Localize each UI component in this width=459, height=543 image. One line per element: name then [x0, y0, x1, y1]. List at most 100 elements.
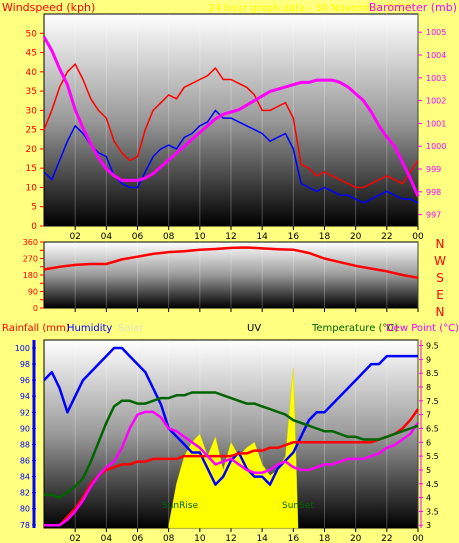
y-humidity-tick-label: 86: [20, 457, 30, 466]
y-humidity-tick-label: 96: [20, 376, 30, 385]
x-tick-label: 20: [350, 232, 362, 242]
series-line-windspeed: [43, 63, 419, 189]
y-humidity-tick-label: 82: [20, 489, 30, 498]
sunset-label: SunSet: [282, 501, 314, 511]
x-tick-label: 10: [194, 232, 206, 242]
y-humidity-tick-label: 90: [20, 424, 30, 433]
y-humidity-tick-label: 92: [20, 408, 30, 417]
x-tick-label: 18: [319, 534, 331, 543]
y-right-tick-label: 1002: [426, 97, 446, 106]
windspeed-axis-title: Windspeed (kph): [2, 1, 95, 14]
y-right-tick-label: 1005: [426, 28, 446, 37]
x-tick-label: 00: [412, 534, 424, 543]
y-dir-tick-label: 90: [28, 288, 38, 297]
direction-label-n: N: [436, 305, 445, 319]
x-tick-label: 22: [381, 232, 392, 242]
x-tick-label: 06: [132, 534, 144, 543]
y-temp-tick-label: 9.5: [426, 342, 439, 351]
y-left-tick-label: 10: [26, 183, 38, 193]
y-right-tick-label: 999: [426, 165, 441, 174]
x-tick-label: 12: [225, 534, 236, 543]
x-tick-label: 10: [194, 534, 206, 543]
x-tick-label: 18: [319, 232, 331, 242]
y-left-tick-label: 45: [26, 49, 37, 59]
dew-point-label: Dew Point (°C): [386, 323, 459, 334]
y-humidity-tick-label: 98: [20, 360, 30, 369]
plot-area-2: [43, 241, 419, 309]
y-temp-tick-label: 6: [426, 438, 431, 447]
y-right-tick-label: 1001: [426, 119, 446, 128]
y-temp-tick-label: 8: [426, 383, 431, 392]
y-temp-tick-label: 5.5: [426, 452, 439, 461]
x-tick-label: 02: [69, 232, 80, 242]
x-tick-label: 22: [381, 534, 392, 543]
series-line-bearing: [43, 246, 419, 280]
y-temp-tick-label: 3.5: [426, 507, 439, 516]
y-left-tick-label: 0: [31, 222, 37, 232]
solar-label: Solar: [118, 323, 144, 334]
x-tick-label: 20: [350, 534, 362, 543]
chart-title: 24 hour graph data - 30 November 2008: [208, 3, 411, 14]
x-tick-label: 16: [288, 232, 300, 242]
y-humidity-tick-label: 88: [20, 440, 30, 449]
x-tick-label: 08: [163, 534, 175, 543]
y-temp-tick-label: 7.5: [426, 397, 439, 406]
y-temp-tick-label: 7: [426, 411, 431, 420]
temperature-label: Temperature (°C): [311, 323, 398, 334]
uv-label: UV: [247, 323, 261, 334]
y-left-tick-label: 35: [26, 87, 37, 97]
y-temp-tick-label: 6.5: [426, 424, 439, 433]
x-tick-label: 00: [412, 232, 424, 242]
y-right-tick-label: 998: [426, 188, 441, 197]
x-tick-label: 04: [101, 534, 113, 543]
series-line-humidity: [43, 346, 418, 486]
y-temp-tick-label: 3: [426, 521, 431, 530]
x-tick-label: 14: [256, 534, 268, 543]
y-left-tick-label: 40: [26, 68, 38, 78]
y-right-tick-label: 1000: [426, 142, 446, 151]
x-tick-label: 08: [163, 232, 175, 242]
y-temp-tick-label: 8.5: [426, 369, 439, 378]
y-temp-tick-label: 5: [426, 466, 431, 475]
y-temp-tick-label: 4.5: [426, 480, 439, 489]
y-humidity-tick-label: 84: [20, 473, 30, 482]
plot-area-3: [43, 339, 419, 529]
x-tick-label: 12: [225, 232, 236, 242]
y-temp-tick-label: 9: [426, 355, 431, 364]
y-dir-tick-label: 360: [23, 238, 38, 247]
y-humidity-tick-label: 100: [15, 344, 30, 353]
y-temp-tick-label: 4: [426, 494, 431, 503]
barometer-axis-title: Barometer (mb): [369, 1, 457, 14]
y-left-tick-label: 30: [26, 106, 38, 116]
y-dir-tick-label: 270: [23, 255, 38, 264]
rainfall-label: Rainfall (mm): [2, 323, 70, 334]
y-left-tick-label: 15: [26, 164, 37, 174]
direction-label-w: W: [434, 254, 446, 268]
y-humidity-tick-label: 94: [20, 392, 30, 401]
y-right-tick-label: 1003: [426, 74, 446, 83]
x-tick-label: 02: [69, 534, 80, 543]
y-dir-tick-label: 0: [33, 304, 38, 313]
y-right-tick-label: 1004: [426, 51, 446, 60]
series-line-uv: [44, 391, 419, 499]
x-tick-label: 04: [101, 232, 113, 242]
direction-label-s: S: [436, 271, 444, 285]
y-left-tick-label: 5: [31, 203, 37, 213]
y-humidity-tick-label: 78: [20, 521, 30, 530]
direction-label-n: N: [436, 237, 445, 251]
series-line-dew-point: [44, 410, 420, 527]
x-tick-label: 14: [256, 232, 268, 242]
y-left-tick-label: 20: [26, 145, 38, 155]
series-line-barometer: [42, 36, 420, 197]
series-line-temperature: [44, 408, 420, 527]
series-line-average: [43, 109, 419, 204]
x-tick-label: 16: [288, 534, 300, 543]
y-left-tick-label: 25: [26, 126, 37, 136]
series-area-solar: [168, 367, 299, 529]
y-dir-tick-label: 180: [23, 271, 38, 280]
y-left-tick-label: 50: [26, 29, 38, 39]
y-humidity-tick-label: 80: [20, 505, 30, 514]
direction-label-e: E: [436, 288, 444, 302]
